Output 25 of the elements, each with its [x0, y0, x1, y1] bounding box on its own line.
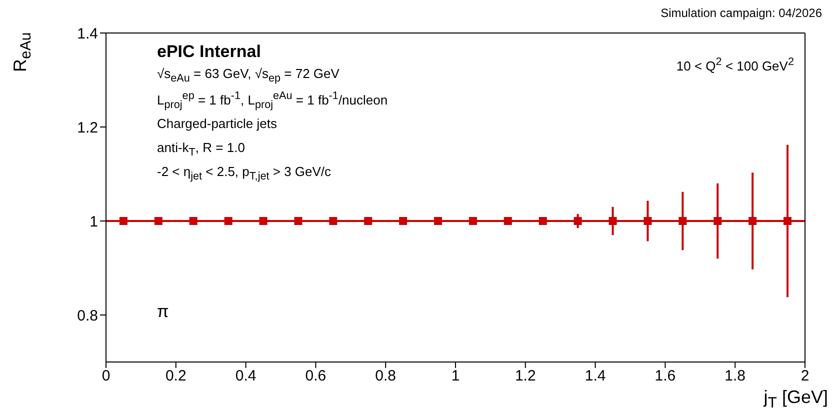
x-tick-label: 1.2 — [514, 368, 536, 385]
y-tick-label: 1 — [90, 213, 98, 230]
y-tick-label: 0.8 — [77, 307, 98, 324]
x-tick-label: 1.8 — [724, 368, 746, 385]
x-tick-label: 0.6 — [305, 368, 326, 385]
annotation: 10 < Q$^{2}$ < 100 GeV$^{2}$ — [676, 56, 794, 74]
x-axis-title: j$_{T}$ [GeV] — [764, 387, 828, 412]
x-tick-label: 2 — [800, 368, 810, 385]
annotation: Charged-particle jets — [157, 116, 277, 131]
y-tick-label: 1.2 — [77, 119, 98, 136]
x-tick-label: 1 — [451, 368, 460, 385]
annotation: -2 < η$_{jet}$ < 2.5, p$_{T,jet}$ > 3 GeV/c — [157, 164, 332, 183]
annotation: π — [157, 302, 169, 322]
x-tick-label: 0.8 — [375, 368, 396, 385]
annotation: anti-k$_{T}$, R = 1.0 — [157, 140, 245, 159]
y-tick-label: 1.4 — [77, 25, 98, 42]
text: L$_{proj}$$^{ep}$ = 1 fb$^{-1}$, L$_{proj}$$^{eAu}$ = 1 fb$^{-1}$/nucleon — [157, 90, 388, 111]
chart-subtitle: Simulation campaign: 04/2026 — [660, 6, 822, 20]
annotation: √s$_{eAu}$ = 63 GeV, √s$_{ep}$ = 72 GeV — [157, 66, 340, 85]
x-tick-label: 1.4 — [584, 368, 606, 385]
x-tick-label: 0.4 — [235, 368, 256, 385]
x-tick-label: 0 — [102, 368, 110, 385]
x-tick-label: 0.2 — [165, 368, 186, 385]
x-tick-label: 1.6 — [654, 368, 676, 385]
annotation: ePIC Internal — [157, 42, 261, 62]
